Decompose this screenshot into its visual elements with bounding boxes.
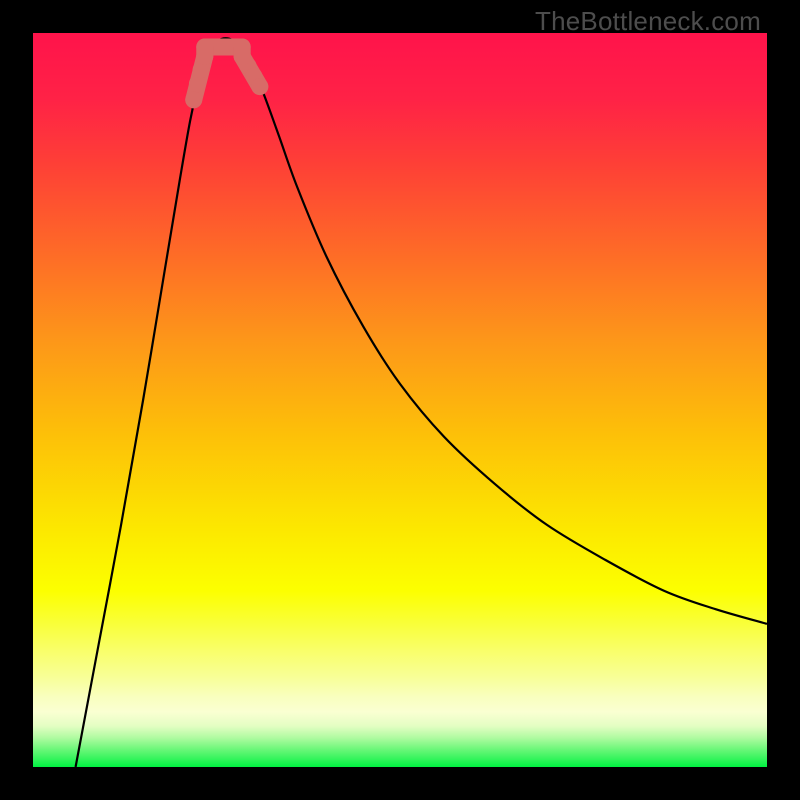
- plot-area: [33, 33, 767, 767]
- bottleneck-curve: [76, 38, 767, 767]
- trough-right-dot-3: [251, 78, 268, 95]
- trough-left-dot-0: [185, 91, 202, 108]
- bottleneck-curve-svg: [33, 33, 767, 767]
- trough-marker-group: [185, 47, 268, 108]
